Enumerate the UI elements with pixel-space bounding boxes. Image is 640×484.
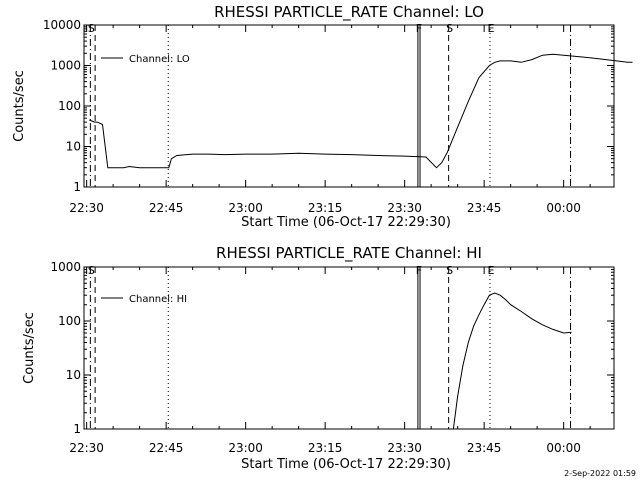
- marker-label-lo: S: [446, 22, 453, 35]
- marker-label-hi: F: [416, 264, 422, 277]
- x-tick-label-lo: 23:30: [387, 201, 422, 215]
- footer-timestamp: 2-Sep-2022 01:59: [564, 469, 636, 478]
- plot-frame-lo: [83, 24, 615, 188]
- x-axis-label-lo: Start Time (06-Oct-17 22:29:30): [241, 215, 451, 230]
- y-tick-label-lo: 10: [66, 140, 81, 154]
- x-tick-label-lo: 23:45: [467, 201, 502, 215]
- chart-title-hi: RHESSI PARTICLE_RATE Channel: HI: [216, 244, 482, 263]
- y-tick-label-hi: 100: [58, 314, 81, 328]
- legend-lo: Channel: LO: [101, 54, 190, 65]
- x-tick-label-hi: 23:00: [228, 441, 263, 455]
- y-tick-label-lo: 10000: [43, 18, 81, 32]
- x-tick-label-hi: 23:15: [308, 441, 343, 455]
- y-tick-label-hi: 1: [73, 422, 81, 436]
- marker-label-hi: E: [488, 264, 495, 277]
- x-tick-label-lo: 22:45: [149, 201, 184, 215]
- legend-hi: Channel: HI: [101, 294, 187, 305]
- marker-label-hi: S: [446, 264, 453, 277]
- y-tick-label-hi: 10: [66, 368, 81, 382]
- y-axis-label-lo: Counts/sec: [12, 70, 27, 142]
- x-tick-label-lo: 00:00: [546, 201, 581, 215]
- marker-label-hi: S: [88, 264, 95, 277]
- marker-label-lo: E: [488, 22, 495, 35]
- dynamic-hi: 1 10 100 1000 22:30 22:45 23:00 23:15 23:30 23:45…: [50, 260, 614, 455]
- dynamic-lo: 1 10 100 1000 10000 22:30 22:45 23:00 23:15 23:30…: [43, 18, 633, 215]
- x-tick-label-hi: 23:30: [387, 441, 422, 455]
- legend-label-lo: Channel: LO: [129, 54, 190, 65]
- series-line-lo: [89, 53, 633, 169]
- series-line-hi: [452, 292, 572, 430]
- x-tick-label-hi: 23:45: [467, 441, 502, 455]
- marker-label-lo: F: [416, 22, 422, 35]
- panel-lo: RHESSI PARTICLE_RATE Channel: LO Start T…: [12, 3, 633, 230]
- x-tick-label-lo: 23:00: [228, 201, 263, 215]
- plot-frame-hi: [83, 266, 615, 430]
- y-tick-label-lo: 1: [73, 180, 81, 194]
- y-tick-label-hi: 1000: [50, 260, 81, 274]
- legend-label-hi: Channel: HI: [129, 294, 187, 305]
- x-tick-label-hi: 22:30: [69, 441, 104, 455]
- panel-hi: RHESSI PARTICLE_RATE Channel: HI Start T…: [22, 244, 615, 472]
- y-tick-label-lo: 1000: [50, 59, 81, 73]
- x-tick-label-hi: 00:00: [546, 441, 581, 455]
- y-tick-label-lo: 100: [58, 99, 81, 113]
- x-tick-label-lo: 22:30: [69, 201, 104, 215]
- chart-title-lo: RHESSI PARTICLE_RATE Channel: LO: [214, 3, 484, 22]
- x-axis-label-hi: Start Time (06-Oct-17 22:29:30): [241, 457, 451, 472]
- x-tick-label-lo: 23:15: [308, 201, 343, 215]
- y-axis-label-hi: Counts/sec: [22, 312, 37, 384]
- x-tick-label-hi: 22:45: [149, 441, 184, 455]
- marker-label-lo: S: [88, 22, 95, 35]
